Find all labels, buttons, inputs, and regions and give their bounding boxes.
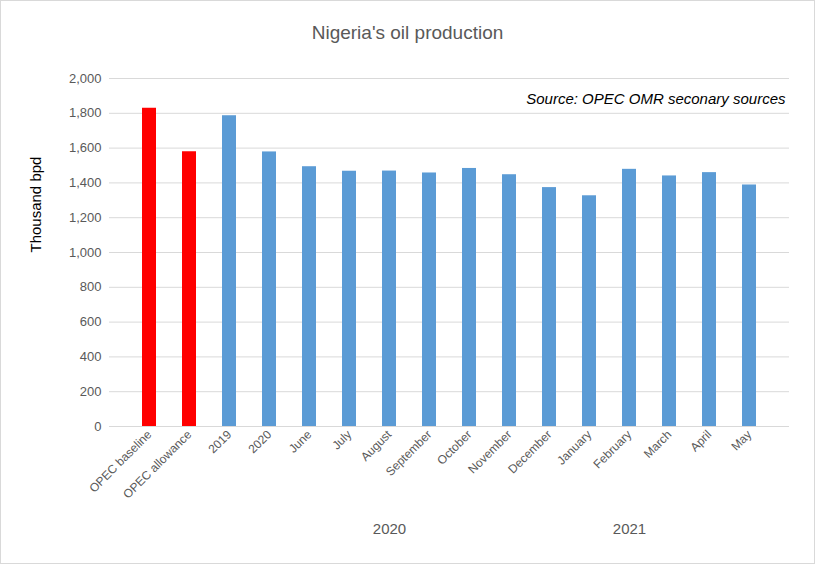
svg-text:1,800: 1,800 (69, 105, 102, 120)
svg-text:November: November (465, 427, 515, 477)
svg-text:OPEC baseline: OPEC baseline (86, 427, 155, 496)
svg-text:200: 200 (80, 384, 102, 399)
svg-text:1,400: 1,400 (69, 175, 102, 190)
svg-text:April: April (687, 427, 714, 454)
html-text:Nigeria's oil production: Nigeria's oil production (311, 22, 504, 43)
svg-text:March: March (641, 427, 674, 460)
svg-text:August: August (358, 427, 395, 464)
svg-text:1,200: 1,200 (69, 210, 102, 225)
svg-text:October: October (434, 427, 474, 467)
svg-text:December: December (505, 427, 554, 476)
svg-text:1,000: 1,000 (69, 245, 102, 260)
svg-text:2020: 2020 (373, 520, 406, 537)
svg-text:June: June (286, 427, 315, 456)
svg-text:July: July (329, 427, 354, 452)
svg-text:September: September (383, 427, 434, 478)
svg-text:2019: 2019 (206, 427, 235, 456)
svg-text:800: 800 (80, 279, 102, 294)
svg-text:Source: OPEC OMR seconary sour: Source: OPEC OMR seconary sources (526, 90, 786, 107)
svg-text:600: 600 (80, 314, 102, 329)
svg-text:January: January (554, 427, 594, 467)
svg-text:2020: 2020 (246, 427, 275, 456)
svg-text:2021: 2021 (613, 520, 646, 537)
svg-text:1,600: 1,600 (69, 140, 102, 155)
svg-text:2,000: 2,000 (69, 71, 102, 86)
svg-text:Thousand bpd: Thousand bpd (27, 157, 44, 253)
svg-text:May: May (728, 427, 754, 453)
svg-text:400: 400 (80, 349, 102, 364)
svg-text:OPEC allowance: OPEC allowance (120, 427, 194, 501)
svg-text:February: February (590, 427, 634, 471)
svg-text:0: 0 (94, 419, 101, 434)
